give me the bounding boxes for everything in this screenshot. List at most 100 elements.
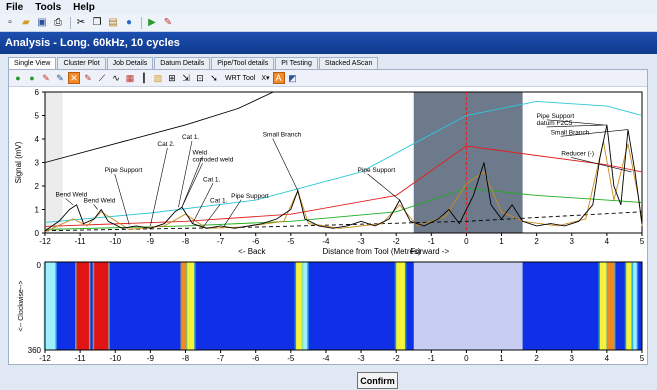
heat-band xyxy=(606,262,614,350)
tab-cluster-plot[interactable]: Cluster Plot xyxy=(57,57,106,69)
copy-icon[interactable]: ❐ xyxy=(92,16,102,28)
heat-x-tick-label: -1 xyxy=(428,354,436,363)
menu-tools[interactable]: Tools xyxy=(35,1,62,13)
back-circle-icon[interactable]: ● xyxy=(15,72,21,83)
heat-x-tick-label: 5 xyxy=(640,354,645,363)
heat-x-tick-label: 4 xyxy=(605,354,610,363)
cut-icon[interactable]: ✂ xyxy=(76,16,86,28)
toolbar-separator xyxy=(141,16,142,29)
heat-band xyxy=(396,262,405,350)
annotation-leader xyxy=(272,138,299,191)
tools-icon[interactable]: ✎ xyxy=(163,16,173,28)
heatmap-dead-zone xyxy=(413,262,523,350)
image-icon[interactable]: ▧ xyxy=(153,72,163,83)
zoom-menu-icon[interactable]: ⇲ xyxy=(182,72,190,83)
annotation-label: Bend Weld xyxy=(56,192,88,199)
heat-x-tick-label: -6 xyxy=(252,354,260,363)
menu-help[interactable]: Help xyxy=(73,1,95,13)
pen-icon[interactable]: ✎ xyxy=(56,72,64,83)
annotation-label: Bend Weld xyxy=(84,197,116,204)
heatmap-background xyxy=(45,262,642,350)
heat-x-tick-label: -9 xyxy=(147,354,155,363)
annotation-leader xyxy=(367,173,400,201)
x-tick-label: -10 xyxy=(109,237,121,246)
a-button[interactable]: A xyxy=(272,72,285,84)
annotation-leader xyxy=(223,199,242,227)
x-tick-label: 0 xyxy=(464,237,469,246)
cursor-bar-icon[interactable]: ┃ xyxy=(141,72,147,83)
tab-single-view[interactable]: Single View xyxy=(8,57,57,70)
tab-pi-testing[interactable]: PI Testing xyxy=(275,57,318,69)
x-tick-label: 4 xyxy=(605,237,610,246)
x-tick-label: -11 xyxy=(75,237,87,246)
tab-job-details[interactable]: Job Details xyxy=(106,57,154,69)
help-icon[interactable]: ● xyxy=(125,16,133,28)
dac-curve-1 xyxy=(44,100,643,223)
forward-circle-icon[interactable]: ● xyxy=(29,72,35,83)
near-field-shade xyxy=(45,92,63,233)
x-axis-menu[interactable]: X▾ xyxy=(261,75,270,82)
annotation-leader xyxy=(65,198,74,206)
heat-band xyxy=(296,262,304,350)
clockwise-heatmap[interactable]: -12 -11 -10 -9 -8 -7 -6 -5 -4 -3 -2 -1 0 1 2 3 4 50360<--… xyxy=(9,260,647,365)
heat-x-tick-label: 0 xyxy=(464,354,469,363)
tab-datum-details[interactable]: Datum Details xyxy=(154,57,211,69)
annotation-leader xyxy=(181,156,203,208)
main-toolbar: ▫ ▰ ▣ ⎙ ✂ ❐ ▤ ● ▶ ✎ xyxy=(0,14,657,32)
x-tick-label: -4 xyxy=(322,237,330,246)
arrow-tool-icon[interactable]: ➘ xyxy=(210,72,218,83)
annotation-leader xyxy=(546,124,607,128)
y-tick-label: 1 xyxy=(35,206,40,215)
y-axis-label: Signal (mV) xyxy=(14,141,23,183)
annotation-label: Small Branch xyxy=(551,129,590,136)
y-tick-label: 0 xyxy=(35,229,40,238)
x-tick-label: 5 xyxy=(640,237,645,246)
new-icon[interactable]: ▫ xyxy=(8,16,12,28)
annotation-label: Cat 1. xyxy=(182,134,200,141)
dac-curve-4 xyxy=(44,211,643,232)
grid-toggle-icon[interactable]: ⊞ xyxy=(168,72,176,83)
play-icon[interactable]: ▶ xyxy=(148,16,156,28)
x-tick-label: -8 xyxy=(182,237,190,246)
window-title: Analysis - Long. 60kHz, 10 cycles xyxy=(0,32,657,54)
color-picker-icon[interactable]: ◩ xyxy=(288,72,297,83)
heat-x-tick-label: 2 xyxy=(534,354,539,363)
clear-markers-icon[interactable]: ✕ xyxy=(68,72,80,84)
x-tick-label: 3 xyxy=(570,237,575,246)
edit-icon[interactable]: ✎ xyxy=(84,72,92,83)
annotation-leader xyxy=(93,204,98,210)
grid-icon[interactable]: ▦ xyxy=(125,72,135,83)
paste-icon[interactable]: ▤ xyxy=(108,16,118,28)
annotation-label: Reducer (-) xyxy=(561,150,594,157)
wrt-tool-button[interactable]: WRT Tool xyxy=(225,74,256,82)
heat-band xyxy=(599,262,607,350)
marker-pen-icon[interactable]: ✎ xyxy=(42,72,50,83)
menu-bar: File Tools Help xyxy=(0,0,657,14)
menu-file[interactable]: File xyxy=(6,1,24,13)
confirm-button[interactable]: Confirm xyxy=(357,372,398,389)
line-chart-icon[interactable]: ⟋ xyxy=(98,72,106,83)
heat-x-tick-label: 3 xyxy=(570,354,575,363)
heat-band xyxy=(76,262,89,350)
print-icon[interactable]: ⎙ xyxy=(54,16,62,28)
tab-stacked-ascan[interactable]: Stacked AScan xyxy=(318,57,379,69)
annotation-label: datum F2C5 xyxy=(537,120,573,127)
dac-curve-0 xyxy=(44,91,274,163)
waveform-icon[interactable]: ∿ xyxy=(112,72,120,83)
x-tick-label: -12 xyxy=(39,237,51,246)
save-icon[interactable]: ▣ xyxy=(37,16,47,28)
heat-y-tick-label: 0 xyxy=(37,261,42,270)
open-icon[interactable]: ▰ xyxy=(22,16,30,28)
annotation-label: Cat 2. xyxy=(157,141,175,148)
y-tick-label: 3 xyxy=(35,159,40,168)
x-tick-label: -5 xyxy=(287,237,295,246)
x-tick-label: 2 xyxy=(534,237,539,246)
heat-x-tick-label: -10 xyxy=(109,354,121,363)
annotation-leader xyxy=(560,129,628,137)
x-tick-label: -3 xyxy=(357,237,365,246)
x-tick-label: -9 xyxy=(147,237,155,246)
tab-pipe-tool-details[interactable]: Pipe/Tool details xyxy=(211,57,275,69)
heat-band xyxy=(626,262,632,350)
fit-icon[interactable]: ⊡ xyxy=(196,72,204,83)
